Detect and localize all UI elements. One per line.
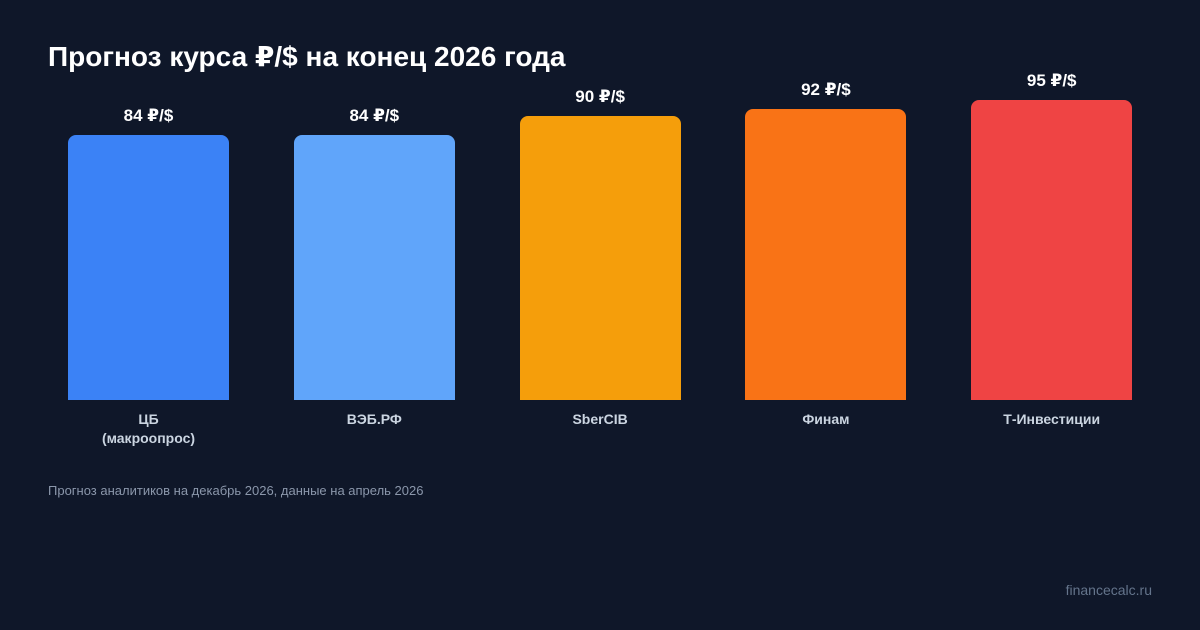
value-label: 95 ₽/$ (1026, 70, 1077, 90)
chart-title: Прогноз курса ₽/$ на конец 2026 года (48, 41, 566, 72)
value-label: 84 ₽/$ (123, 105, 174, 125)
value-label: 92 ₽/$ (801, 80, 851, 100)
x-tick-label: SberCIB (572, 411, 628, 427)
x-tick-label: Финам (802, 411, 850, 427)
bar (68, 134, 229, 400)
footnote: Прогноз аналитиков на декабрь 2026, данн… (48, 483, 424, 498)
bar (519, 115, 681, 400)
x-tick-label: ВЭБ.РФ (346, 411, 402, 427)
value-label: 90 ₽/$ (575, 86, 625, 106)
x-tick-label: ЦБ (макроопрос) (101, 411, 196, 446)
bar (293, 134, 455, 400)
bar (745, 109, 907, 400)
watermark: financecalc.ru (1065, 582, 1152, 598)
bar (971, 99, 1133, 400)
value-label: 84 ₽/$ (349, 105, 400, 125)
x-tick-label: Т-Инвестиции (1003, 411, 1101, 427)
